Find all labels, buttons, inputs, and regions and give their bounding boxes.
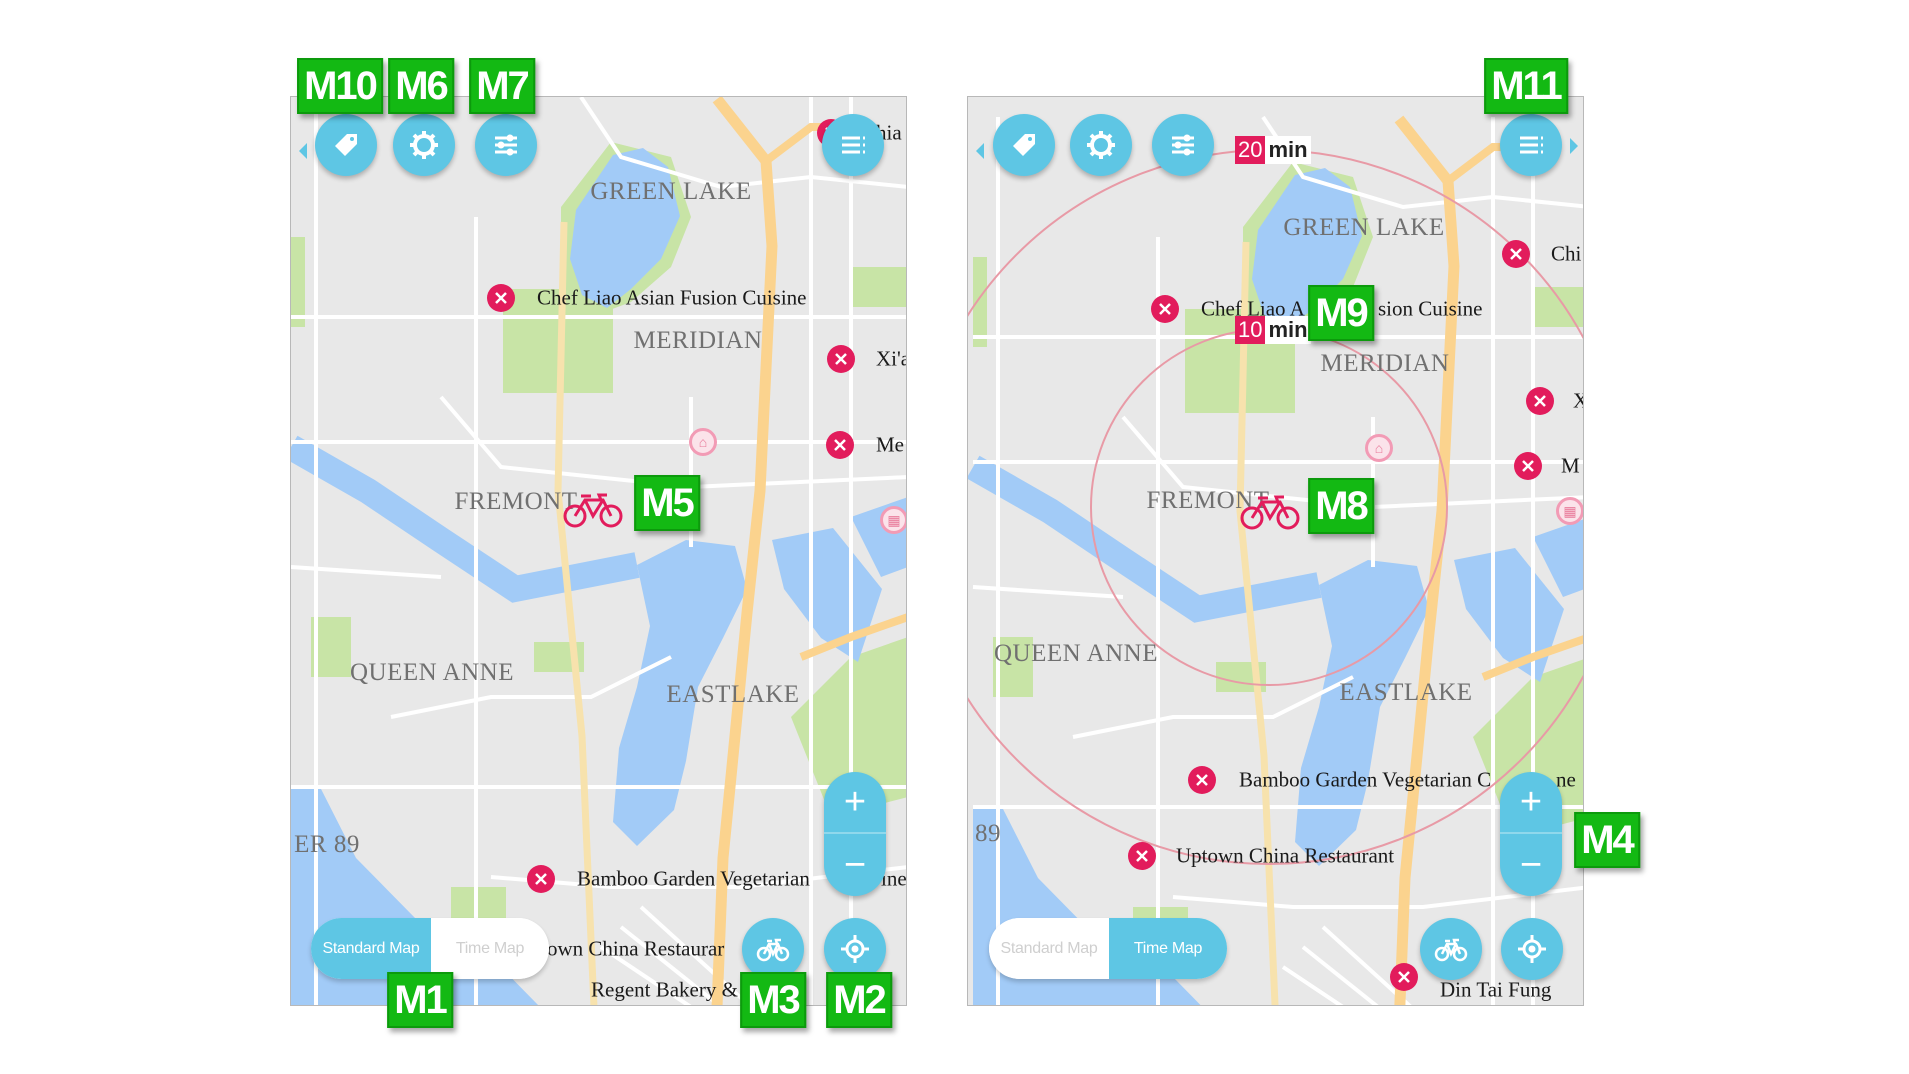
poi-label[interactable]: Din Tai Fung — [1440, 977, 1552, 1002]
scroll-left-arrow[interactable] — [299, 143, 307, 159]
settings-button[interactable] — [1070, 114, 1132, 176]
zoom-control: + − — [824, 772, 886, 896]
gear-icon — [410, 131, 438, 159]
restaurant-icon[interactable] — [487, 284, 515, 312]
annotation-m3: M3 — [740, 972, 806, 1028]
poi-label[interactable]: Regent Bakery & — [591, 977, 738, 1002]
restaurant-icon[interactable] — [1526, 387, 1554, 415]
annotation-m2: M2 — [826, 972, 892, 1028]
restaurant-icon[interactable] — [827, 345, 855, 373]
map-mode-toggle: Standard Map Time Map — [989, 918, 1227, 979]
locate-icon — [841, 935, 869, 963]
list-button[interactable] — [1500, 114, 1562, 176]
poi-label[interactable]: Chef Liao Asian Fusion Cuisine — [537, 285, 807, 310]
place-label-meridian: MERIDIAN — [633, 327, 763, 354]
building-icon[interactable]: ▦ — [1556, 497, 1583, 525]
zoom-out-button[interactable]: − — [843, 844, 867, 886]
time-map-tab[interactable]: Time Map — [1109, 918, 1227, 979]
place-label-queen-anne: QUEEN ANNE — [349, 659, 515, 686]
place-label-pier: 89 — [975, 820, 1001, 847]
place-label-fremont: FREMONT — [454, 488, 578, 515]
bicycle-icon — [1434, 938, 1468, 962]
scroll-right-arrow[interactable] — [1570, 138, 1578, 154]
map-mode-toggle: Standard Map Time Map — [311, 918, 549, 979]
zoom-in-button[interactable]: + — [1500, 772, 1562, 834]
place-label-queen-anne: QUEEN ANNE — [993, 640, 1159, 667]
scroll-left-arrow[interactable] — [976, 143, 984, 159]
standard-map-tab[interactable]: Standard Map — [311, 918, 431, 979]
locate-icon — [1518, 935, 1546, 963]
restaurant-icon[interactable] — [527, 865, 555, 893]
filter-button[interactable] — [1152, 114, 1214, 176]
place-label-pier: ER 89 — [294, 831, 360, 858]
poi-label[interactable]: ne — [1556, 767, 1576, 792]
building-icon[interactable]: ▦ — [880, 506, 906, 534]
annotation-m5: M5 — [634, 475, 700, 531]
poi-label[interactable]: own China Restaurar — [547, 936, 725, 961]
time-map-screen: GREEN LAKE MERIDIAN FREMONT QUEEN ANNE E… — [967, 96, 1584, 1006]
standard-map-screen: GREEN LAKE MERIDIAN FREMONT QUEEN ANNE E… — [290, 96, 907, 1006]
poi-label[interactable]: Chi — [1551, 241, 1582, 266]
annotation-m6: M6 — [388, 58, 454, 114]
annotation-m1: M1 — [387, 972, 453, 1028]
time-ring-label-10: 10 min — [1235, 316, 1311, 344]
poi-label[interactable]: Xi'a — [876, 346, 907, 371]
poi-label[interactable]: M — [1561, 453, 1580, 478]
time-ring-label-20: 20 min — [1235, 136, 1311, 164]
zoom-in-button[interactable]: + — [824, 772, 886, 834]
place-label-green-lake: GREEN LAKE — [1283, 214, 1445, 241]
place-label-eastlake: EASTLAKE — [1339, 679, 1473, 706]
poi-label[interactable]: Bamboo Garden Vegetarian — [577, 866, 810, 891]
travel-mode-button[interactable] — [742, 918, 804, 980]
annotation-m10: M10 — [297, 58, 383, 114]
restaurant-icon[interactable] — [826, 431, 854, 459]
restaurant-icon[interactable] — [1151, 295, 1179, 323]
place-label-meridian: MERIDIAN — [1320, 350, 1450, 377]
zoom-control: + − — [1500, 772, 1562, 896]
poi-label[interactable]: Bamboo Garden Vegetarian C — [1239, 767, 1492, 792]
restaurant-icon[interactable] — [1188, 766, 1216, 794]
poi-label[interactable]: Uptown China Restaurant — [1176, 843, 1395, 868]
home-icon[interactable]: ⌂ — [1365, 434, 1393, 462]
list-button[interactable] — [822, 114, 884, 176]
annotation-m8: M8 — [1308, 478, 1374, 534]
locate-button[interactable] — [1501, 918, 1563, 980]
tag-button[interactable] — [993, 114, 1055, 176]
restaurant-icon[interactable] — [1502, 240, 1530, 268]
restaurant-icon[interactable] — [1128, 842, 1156, 870]
place-label-green-lake: GREEN LAKE — [590, 178, 752, 205]
gear-icon — [1087, 131, 1115, 159]
locate-button[interactable] — [824, 918, 886, 980]
bicycle-icon — [563, 493, 623, 528]
zoom-out-button[interactable]: − — [1519, 844, 1543, 886]
poi-label[interactable]: X — [1573, 389, 1583, 414]
poi-label[interactable]: sion Cuisine — [1378, 296, 1483, 321]
filter-button[interactable] — [475, 114, 537, 176]
isochrone-rings — [968, 149, 1583, 865]
list-icon — [842, 136, 865, 154]
place-label-eastlake: EASTLAKE — [666, 681, 800, 708]
tag-icon — [1013, 134, 1035, 156]
bicycle-icon — [756, 938, 790, 962]
annotation-m4: M4 — [1574, 812, 1640, 868]
annotation-m9: M9 — [1308, 285, 1374, 341]
travel-mode-button[interactable] — [1420, 918, 1482, 980]
sliders-icon — [495, 134, 517, 156]
annotation-m7: M7 — [469, 58, 535, 114]
tag-icon — [335, 134, 357, 156]
time-map-tab[interactable]: Time Map — [431, 918, 549, 979]
poi-label[interactable]: Me — [876, 432, 904, 457]
sliders-icon — [1172, 134, 1194, 156]
bicycle-icon — [1240, 495, 1300, 530]
annotation-m11: M11 — [1484, 58, 1568, 114]
restaurant-icon[interactable] — [1514, 452, 1542, 480]
restaurant-icon[interactable] — [1390, 963, 1418, 991]
home-icon[interactable]: ⌂ — [689, 428, 717, 456]
tag-button[interactable] — [315, 114, 377, 176]
settings-button[interactable] — [393, 114, 455, 176]
list-icon — [1520, 136, 1543, 154]
standard-map-tab[interactable]: Standard Map — [989, 918, 1109, 979]
